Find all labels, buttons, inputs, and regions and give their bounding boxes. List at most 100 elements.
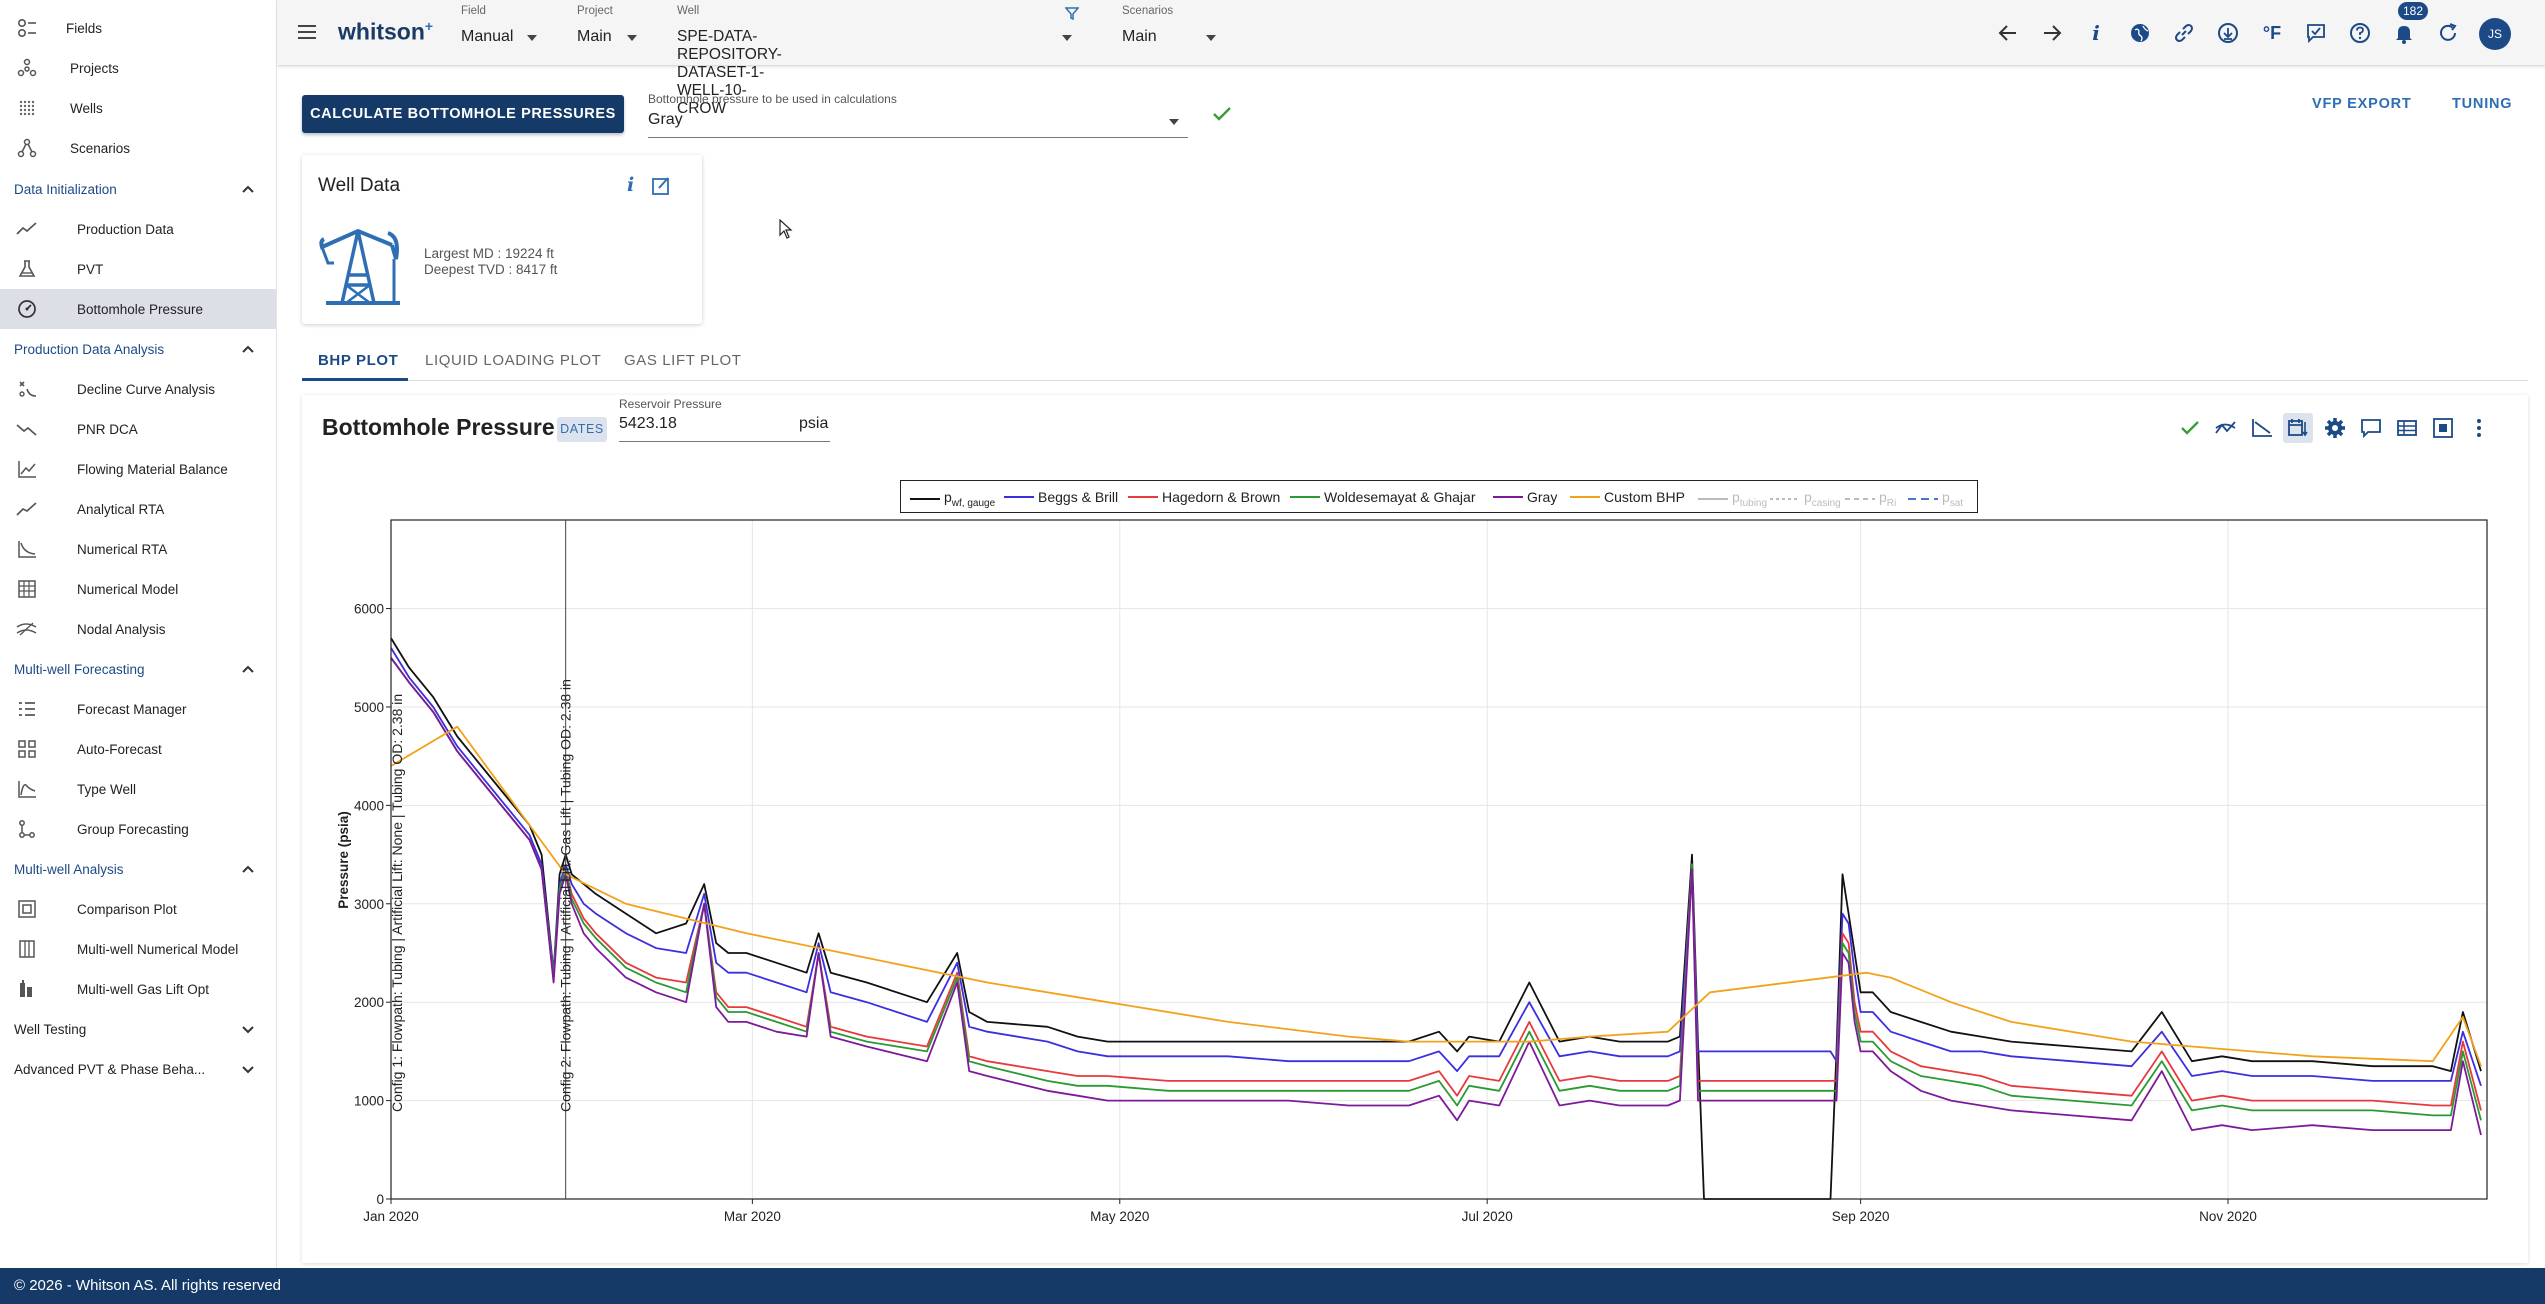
sidebar-item-label: Bottomhole Pressure: [77, 301, 204, 317]
section-title: Well Testing: [14, 1021, 87, 1037]
tab-liquid-loading-plot[interactable]: LIQUID LOADING PLOT: [425, 352, 602, 369]
sidebar-item-nodal-analysis[interactable]: Nodal Analysis: [0, 609, 276, 649]
legend-item[interactable]: Woldesemayat & Ghajar: [1290, 489, 1475, 505]
notifications-bell-icon[interactable]: [2390, 19, 2418, 47]
feedback-icon[interactable]: [2302, 19, 2330, 47]
settings-gear-icon[interactable]: [2320, 413, 2350, 443]
section-production-data-analysis[interactable]: Production Data Analysis: [0, 329, 276, 369]
notification-count-badge: 182: [2398, 2, 2428, 20]
forward-arrow-icon[interactable]: [2038, 19, 2066, 47]
caret-down-icon: [527, 35, 537, 41]
y-tick-label: 4000: [354, 798, 384, 813]
tuning-button[interactable]: TUNING: [2452, 96, 2513, 112]
comment-icon[interactable]: [2356, 413, 2386, 443]
legend-item[interactable]: pcasing: [1770, 489, 1841, 509]
legend-item[interactable]: Custom BHP: [1570, 489, 1685, 505]
axis-scale-icon[interactable]: [2247, 413, 2277, 443]
bhp-method-select[interactable]: Bottomhole pressure to be used in calcul…: [648, 92, 1188, 138]
section-data-initialization[interactable]: Data Initialization: [0, 169, 276, 209]
fields-icon: [16, 18, 38, 38]
sidebar-item-production-data[interactable]: Production Data: [0, 209, 276, 249]
confirm-check-icon[interactable]: [1212, 106, 1232, 122]
legend-label: Hagedorn & Brown: [1162, 489, 1281, 505]
section-multi-well-analysis[interactable]: Multi-well Analysis: [0, 849, 276, 889]
sidebar-item-numerical-model[interactable]: Numerical Model: [0, 569, 276, 609]
fullscreen-icon[interactable]: [2428, 413, 2458, 443]
refresh-icon[interactable]: [2434, 19, 2462, 47]
trend-icon[interactable]: [2211, 413, 2241, 443]
filter-icon[interactable]: [1065, 6, 1079, 20]
pnr-dca-icon: [16, 419, 38, 439]
check-icon[interactable]: [2175, 413, 2205, 443]
sidebar-item-auto-forecast[interactable]: Auto-Forecast: [0, 729, 276, 769]
well-label: Well: [677, 5, 700, 17]
section-multi-well-forecasting[interactable]: Multi-well Forecasting: [0, 649, 276, 689]
chevron-up-icon: [242, 345, 254, 353]
more-vertical-icon[interactable]: [2464, 413, 2494, 443]
sidebar-item-numerical-rta[interactable]: Numerical RTA: [0, 529, 276, 569]
sidebar-item-bottomhole-pressure[interactable]: Bottomhole Pressure: [0, 289, 276, 329]
globe-icon[interactable]: [2126, 19, 2154, 47]
download-icon[interactable]: [2214, 19, 2242, 47]
sidebar-item-flowing-material-balance[interactable]: Flowing Material Balance: [0, 449, 276, 489]
sidebar-item-comparison-plot[interactable]: Comparison Plot: [0, 889, 276, 929]
chevron-down-icon: [242, 1026, 254, 1034]
legend-item[interactable]: psat: [1908, 489, 1963, 509]
section-well-testing[interactable]: Well Testing: [0, 1009, 276, 1049]
back-arrow-icon[interactable]: [1994, 19, 2022, 47]
sidebar-item-label: Numerical RTA: [77, 541, 168, 557]
legend-item[interactable]: Hagedorn & Brown: [1128, 489, 1280, 505]
info-icon[interactable]: i: [2092, 21, 2100, 45]
temperature-unit-icon[interactable]: °F: [2258, 19, 2286, 47]
sidebar-item-group-forecasting[interactable]: Group Forecasting: [0, 809, 276, 849]
sidebar-item-analytical-rta[interactable]: Analytical RTA: [0, 489, 276, 529]
legend-item[interactable]: pwf, gauge: [910, 489, 995, 509]
pumpjack-icon: [319, 228, 400, 305]
comparison-plot-icon: [16, 899, 38, 919]
user-avatar[interactable]: JS: [2479, 18, 2511, 50]
sidebar-item-scenarios[interactable]: Scenarios: [0, 128, 276, 168]
tab-bhp-plot[interactable]: BHP PLOT: [318, 352, 399, 369]
menu-icon[interactable]: [296, 22, 318, 42]
dates-toggle-button[interactable]: DATES: [557, 417, 607, 442]
sidebar-item-multi-well-gas-lift-opt[interactable]: Multi-well Gas Lift Opt: [0, 969, 276, 1009]
well-info-icon[interactable]: i: [627, 174, 635, 196]
legend-item[interactable]: pRi: [1845, 489, 1896, 509]
help-icon[interactable]: [2346, 19, 2374, 47]
reservoir-pressure-input[interactable]: Reservoir Pressure 5423.18 psia: [619, 394, 830, 442]
sidebar-item-multi-well-numerical-model[interactable]: Multi-well Numerical Model: [0, 929, 276, 969]
legend-item[interactable]: ptubing: [1698, 489, 1767, 509]
sidebar-item-label: Numerical Model: [77, 581, 179, 597]
sidebar-item-forecast-manager[interactable]: Forecast Manager: [0, 689, 276, 729]
chevron-up-icon: [242, 185, 254, 193]
bhp-method-select-value: Gray: [648, 111, 683, 128]
sidebar-item-decline-curve-analysis[interactable]: Decline Curve Analysis: [0, 369, 276, 409]
legend-item[interactable]: Gray: [1493, 489, 1557, 505]
legend-label: ptubing: [1732, 489, 1768, 509]
whitson-logo[interactable]: whitson+: [338, 18, 433, 46]
section-advanced-pvt[interactable]: Advanced PVT & Phase Beha...: [0, 1049, 276, 1089]
calendar-sort-icon[interactable]: [2283, 413, 2313, 443]
legend-label-subscript: tubing: [1739, 497, 1768, 509]
link-icon[interactable]: [2170, 19, 2198, 47]
sidebar-item-pvt[interactable]: PVT: [0, 249, 276, 289]
sidebar-item-fields[interactable]: Fields: [0, 8, 276, 48]
bhp-method-select-label: Bottomhole pressure to be used in calcul…: [648, 92, 897, 106]
sidebar-item-type-well[interactable]: Type Well: [0, 769, 276, 809]
sidebar-item-label: Analytical RTA: [77, 501, 165, 517]
edit-icon[interactable]: [651, 176, 671, 196]
chart-series: [390, 637, 2482, 1200]
sidebar-item-wells[interactable]: Wells: [0, 88, 276, 128]
footer: © 2026 - Whitson AS. All rights reserved: [0, 1268, 2545, 1304]
config-annotation: Config 2: Flowpath: Tubing | Artificial …: [558, 679, 574, 1112]
vfp-export-button[interactable]: VFP EXPORT: [2312, 96, 2412, 112]
y-tick-label: 5000: [354, 700, 384, 715]
x-tick-label: Sep 2020: [1832, 1209, 1890, 1224]
sidebar-item-projects[interactable]: Projects: [0, 48, 276, 88]
legend-item[interactable]: Beggs & Brill: [1004, 489, 1118, 505]
sidebar-item-pnr-dca[interactable]: PNR DCA: [0, 409, 276, 449]
legend-swatch: [1770, 497, 1800, 500]
calculate-bottomhole-pressures-button[interactable]: CALCULATE BOTTOMHOLE PRESSURES: [302, 95, 624, 133]
tab-gas-lift-plot[interactable]: GAS LIFT PLOT: [624, 352, 742, 369]
table-icon[interactable]: [2392, 413, 2422, 443]
